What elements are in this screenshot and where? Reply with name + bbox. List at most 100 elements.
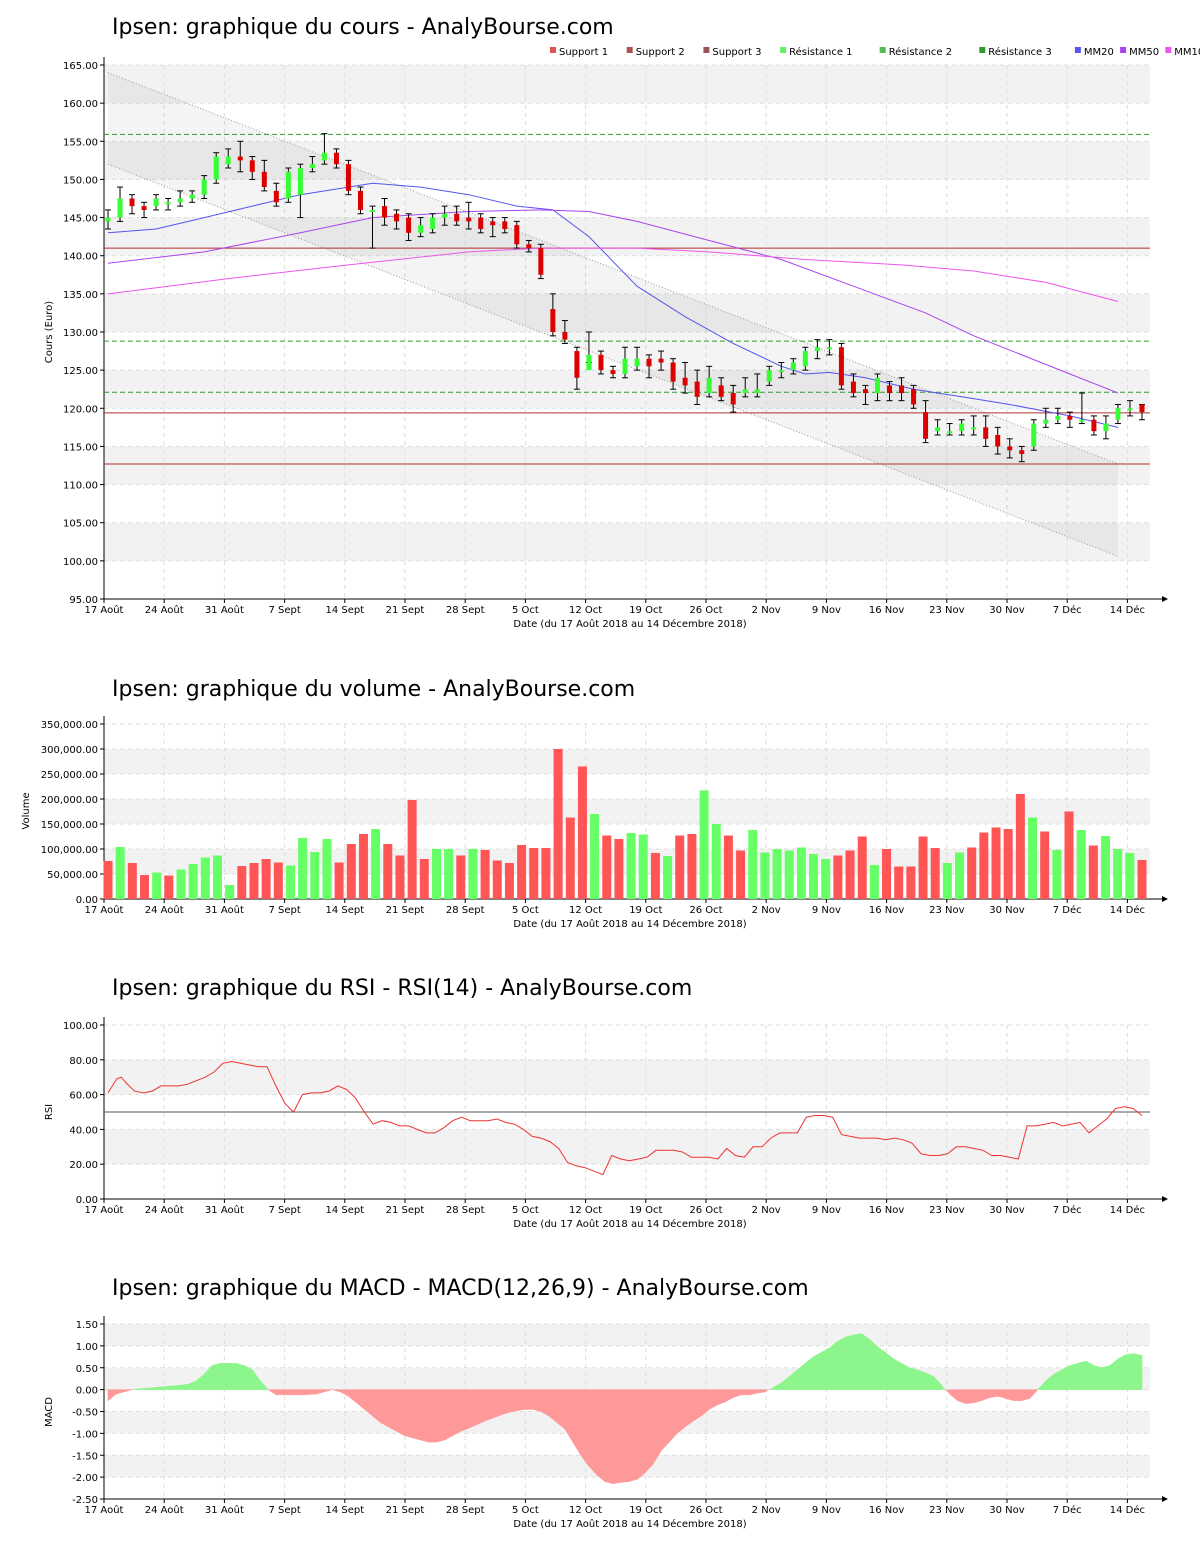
- macd-x-tick-label: 28 Sept: [446, 1505, 485, 1516]
- candle: [381, 198, 388, 226]
- macd-area-segment: [981, 1389, 991, 1401]
- macd-x-tick-label: 17 Août: [85, 1504, 124, 1516]
- macd-area-segment: [917, 1369, 926, 1390]
- macd-area-segment: [941, 1385, 946, 1390]
- macd-area-segment: [1061, 1365, 1071, 1390]
- macd-area-segment: [644, 1389, 654, 1474]
- price-x-tick-label: 14 Déc: [1110, 604, 1145, 616]
- volume-bar: [772, 849, 782, 899]
- candle-body: [394, 213, 400, 222]
- legend-label: MM100: [1174, 47, 1200, 58]
- macd-area-segment: [524, 1389, 534, 1410]
- candle: [802, 346, 809, 371]
- macd-x-tick-label: 7 Sept: [268, 1505, 300, 1516]
- candle: [249, 156, 256, 180]
- price-band: [104, 141, 1150, 180]
- macd-area-segment: [460, 1389, 469, 1432]
- candle-body: [730, 393, 736, 405]
- rsi-y-tick-label: 20.00: [69, 1160, 98, 1171]
- volume-x-tick-label: 2 Nov: [752, 905, 781, 916]
- price-x-tick-label: 2 Nov: [752, 605, 781, 616]
- volume-bar: [626, 833, 636, 899]
- price-y-tick-label: 110.00: [63, 481, 98, 492]
- macd-area-segment: [404, 1389, 413, 1439]
- volume-bar: [614, 839, 624, 899]
- candle: [862, 384, 869, 405]
- candle: [838, 342, 845, 390]
- volume-x-tick-label: 30 Nov: [989, 905, 1025, 916]
- macd-area-segment: [660, 1389, 670, 1452]
- price-x-tick-label: 26 Oct: [689, 605, 722, 616]
- volume-bar: [723, 835, 733, 899]
- candle-body: [622, 358, 628, 374]
- macd-area-segment: [885, 1351, 894, 1390]
- price-x-tick-label: 16 Nov: [869, 605, 905, 616]
- candle-body: [430, 217, 436, 230]
- legend-label: MM20: [1084, 47, 1114, 58]
- price-y-tick-label: 165.00: [63, 61, 98, 72]
- candle-body: [189, 194, 195, 199]
- candle-body: [370, 209, 376, 212]
- rsi-y-tick-label: 100.00: [63, 1021, 98, 1032]
- macd-area-segment: [869, 1338, 878, 1390]
- volume-y-tick-label: 300,000.00: [41, 745, 98, 756]
- volume-bar: [942, 863, 952, 899]
- macd-area-segment: [748, 1389, 758, 1396]
- candle: [694, 369, 701, 405]
- candle-body: [321, 152, 327, 161]
- volume-bar: [407, 800, 417, 899]
- candle: [814, 339, 821, 360]
- candle: [393, 209, 400, 230]
- volume-y-tick-label: 250,000.00: [41, 770, 98, 781]
- volume-bar: [431, 849, 441, 899]
- macd-area-segment: [123, 1389, 133, 1393]
- volume-bar: [687, 834, 697, 899]
- macd-y-tick-label: 0.00: [76, 1386, 98, 1397]
- candle-body: [478, 217, 484, 230]
- candle-body: [983, 427, 989, 439]
- price-y-tick-label: 120.00: [63, 404, 98, 415]
- volume-bar: [237, 866, 247, 899]
- macd-x-tick-label: 9 Nov: [812, 1505, 841, 1516]
- candle-body: [249, 160, 255, 172]
- volume-bar: [955, 852, 965, 899]
- macd-y-tick-label: -1.50: [72, 1451, 98, 1462]
- rsi-x-tick-label: 16 Nov: [869, 1205, 905, 1216]
- rsi-x-tick-label: 23 Nov: [929, 1205, 965, 1216]
- rsi-band: [104, 1129, 1150, 1165]
- candle: [1066, 411, 1073, 428]
- candle: [117, 186, 124, 222]
- candle-body: [718, 385, 724, 397]
- volume-bar: [1076, 830, 1086, 899]
- macd-area-segment: [636, 1389, 646, 1480]
- volume-bar: [346, 844, 356, 899]
- candle: [970, 415, 977, 436]
- macd-y-tick-label: 0.50: [76, 1364, 98, 1375]
- volume-bar: [176, 869, 186, 899]
- rsi-x-tick-label: 7 Sept: [268, 1205, 300, 1216]
- rsi-x-tick-label: 14 Déc: [1110, 1204, 1145, 1216]
- candle: [850, 373, 857, 398]
- volume-bar: [1015, 794, 1025, 899]
- volume-bar: [1101, 836, 1111, 899]
- macd-area-segment: [588, 1389, 598, 1476]
- price-x-tick-label: 9 Nov: [812, 605, 841, 616]
- candle-body: [442, 213, 448, 218]
- candle-body: [297, 167, 303, 195]
- volume-bar: [711, 824, 721, 899]
- volume-bar: [967, 847, 977, 899]
- price-x-tick-label: 24 Août: [145, 604, 184, 616]
- volume-bar: [882, 849, 892, 899]
- candle-body: [1067, 415, 1073, 420]
- candle: [1042, 407, 1049, 428]
- rsi-x-tick-label: 24 Août: [145, 1204, 184, 1216]
- macd-area-segment: [1093, 1365, 1103, 1390]
- legend-label: Support 2: [636, 47, 685, 58]
- volume-bar: [565, 817, 575, 899]
- candle: [285, 167, 292, 203]
- volume-bar: [1003, 829, 1013, 899]
- candle-body: [598, 354, 604, 371]
- candle: [1018, 445, 1025, 463]
- volume-bar: [322, 839, 332, 899]
- legend-swatch: [626, 47, 633, 53]
